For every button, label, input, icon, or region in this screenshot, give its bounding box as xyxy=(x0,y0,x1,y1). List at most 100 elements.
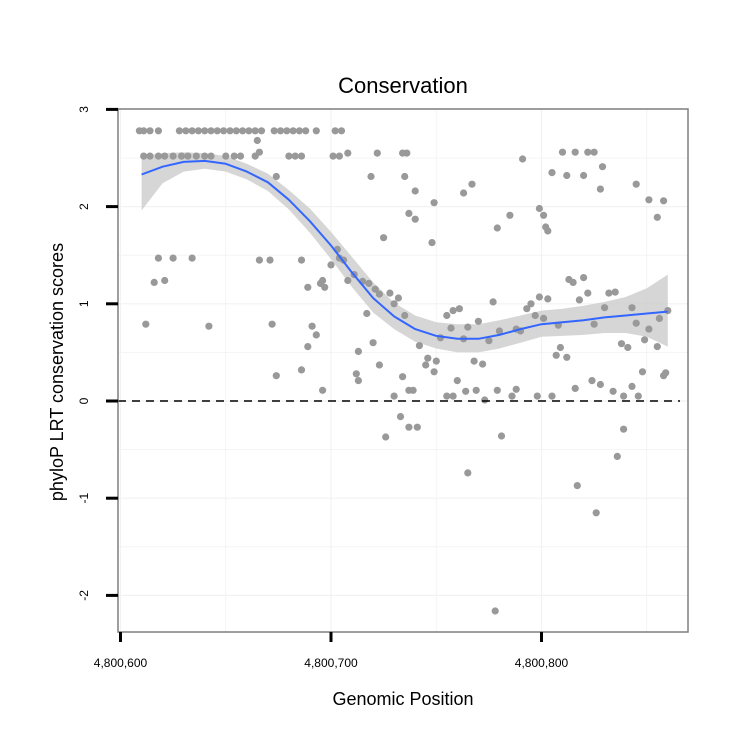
data-point xyxy=(289,127,297,135)
data-point xyxy=(312,127,320,135)
x-tick-label: 4,800,700 xyxy=(304,656,358,670)
data-point xyxy=(449,392,457,400)
smooth-curve xyxy=(141,159,668,340)
data-point xyxy=(329,152,337,160)
data-point xyxy=(552,351,560,359)
data-point xyxy=(399,373,407,381)
data-point xyxy=(506,211,514,219)
data-point xyxy=(270,127,278,135)
data-point xyxy=(613,452,621,460)
data-point xyxy=(394,294,402,302)
y-tick-label: -2 xyxy=(77,590,91,601)
data-point xyxy=(409,386,417,394)
data-point xyxy=(592,509,600,517)
data-point xyxy=(472,386,480,394)
data-point xyxy=(468,180,476,188)
data-point xyxy=(401,172,409,181)
data-point xyxy=(257,127,266,135)
data-point xyxy=(226,127,234,135)
y-tick-label: 0 xyxy=(77,397,91,404)
data-point xyxy=(474,317,482,325)
data-point xyxy=(230,152,238,160)
data-point xyxy=(295,127,303,135)
data-point xyxy=(175,127,183,135)
data-point xyxy=(335,152,343,160)
data-point xyxy=(255,256,263,264)
data-point xyxy=(276,127,285,135)
data-point xyxy=(645,196,653,204)
data-point xyxy=(624,343,632,352)
data-point xyxy=(535,293,544,301)
data-point xyxy=(205,322,213,330)
data-point xyxy=(632,180,640,188)
data-point xyxy=(352,370,360,378)
data-point xyxy=(220,127,228,135)
data-point xyxy=(563,353,571,361)
data-point xyxy=(222,152,230,160)
data-point xyxy=(386,289,394,297)
data-point xyxy=(236,152,245,160)
data-point xyxy=(285,152,293,160)
data-point xyxy=(344,276,352,285)
data-point xyxy=(617,340,626,348)
data-point xyxy=(462,387,470,395)
data-point xyxy=(580,274,588,282)
data-point xyxy=(184,152,192,160)
chart-title: Conservation xyxy=(338,73,468,98)
data-point xyxy=(302,127,310,135)
data-point xyxy=(519,155,527,163)
data-point xyxy=(449,307,457,315)
data-point xyxy=(396,413,405,421)
data-point xyxy=(590,320,598,328)
data-point xyxy=(140,152,148,160)
data-point xyxy=(194,127,202,135)
data-point xyxy=(154,127,162,135)
data-point xyxy=(662,369,670,377)
data-point xyxy=(297,152,306,160)
data-point xyxy=(580,171,588,180)
data-point xyxy=(470,357,478,365)
data-point xyxy=(297,366,306,374)
x-tick-label: 4,800,800 xyxy=(515,656,569,670)
data-point xyxy=(213,127,221,135)
data-point xyxy=(369,339,377,347)
data-point xyxy=(430,199,438,207)
data-point xyxy=(405,209,413,217)
data-point xyxy=(354,377,362,385)
data-point xyxy=(508,392,516,400)
data-point xyxy=(609,387,617,395)
data-point xyxy=(255,148,263,156)
data-point xyxy=(207,152,215,160)
data-point xyxy=(590,148,598,156)
data-point xyxy=(464,323,472,331)
data-point xyxy=(620,425,628,433)
data-point xyxy=(177,152,186,160)
data-point xyxy=(169,254,177,262)
data-point xyxy=(154,254,162,262)
data-point xyxy=(571,384,579,392)
data-point xyxy=(245,127,253,135)
data-point xyxy=(453,377,461,385)
x-tick-label: 4,800,600 xyxy=(94,656,148,670)
data-point xyxy=(497,432,506,440)
data-point xyxy=(664,307,672,315)
data-point xyxy=(380,234,388,242)
data-point xyxy=(365,279,373,287)
y-tick-label: 3 xyxy=(77,106,91,113)
data-point xyxy=(371,285,379,293)
data-point xyxy=(544,295,552,303)
data-point xyxy=(319,386,327,394)
data-point xyxy=(327,261,335,269)
data-point xyxy=(411,187,419,195)
data-point xyxy=(161,152,169,160)
data-point xyxy=(645,325,653,333)
data-point xyxy=(527,300,535,308)
data-point xyxy=(272,372,280,380)
data-point xyxy=(337,127,346,135)
data-point xyxy=(523,305,531,313)
data-point xyxy=(584,289,592,297)
data-point xyxy=(375,290,383,298)
data-point xyxy=(455,305,463,313)
data-point xyxy=(540,211,548,219)
data-point xyxy=(382,433,390,441)
